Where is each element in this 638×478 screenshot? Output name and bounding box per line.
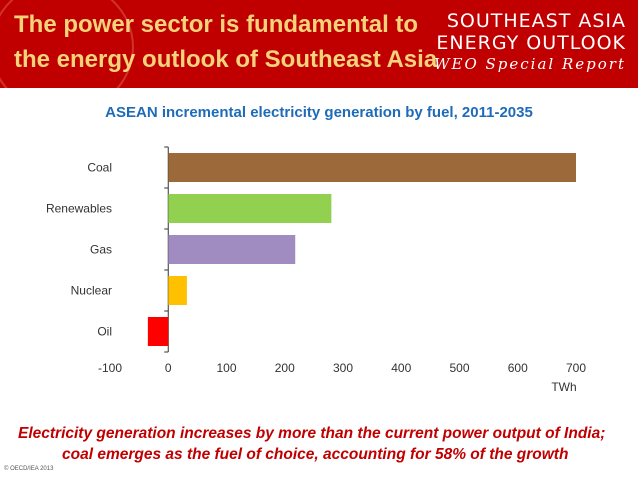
logo-line-3: WEO Special Report: [434, 55, 626, 73]
x-tick-label: 300: [333, 361, 353, 375]
x-tick-label: 500: [449, 361, 469, 375]
globe-graphic: [0, 0, 134, 88]
caption-line-1: Electricity generation increases by more…: [18, 425, 606, 442]
bar-chart: Coal Renewables Gas Nuclear Oil -100 0 100 200 30…: [46, 146, 586, 394]
x-tick-label: 200: [275, 361, 295, 375]
x-tick-label: 700: [566, 361, 586, 375]
report-logo: SOUTHEAST ASIA ENERGY OUTLOOK WEO Specia…: [434, 10, 626, 74]
x-tick-label: 0: [165, 361, 172, 375]
category-label: Nuclear: [71, 284, 112, 298]
slide-caption: Electricity generation increases by more…: [18, 423, 628, 465]
category-label: Coal: [87, 161, 112, 175]
logo-line-1: SOUTHEAST ASIA: [446, 10, 626, 32]
x-axis-label: TWh: [551, 380, 576, 394]
category-label: Oil: [97, 325, 112, 339]
bar-nuclear: [168, 276, 187, 305]
slide-title-line-2: the energy outlook of Southeast Asia: [14, 46, 438, 73]
slide-title: The power sector is fundamental to the e…: [14, 7, 454, 77]
bar-oil: [147, 317, 169, 346]
category-label: Gas: [90, 243, 112, 257]
logo-line-2: ENERGY OUTLOOK: [436, 32, 626, 54]
caption-line-2: coal emerges as the fuel of choice, acco…: [62, 446, 569, 463]
x-tick-label: 600: [508, 361, 528, 375]
chart-title: ASEAN incremental electricity generation…: [105, 104, 533, 121]
category-label: Renewables: [46, 202, 112, 216]
bar-gas: [168, 235, 296, 264]
x-tick-label: 100: [216, 361, 236, 375]
slide-title-line-1: The power sector is fundamental to: [14, 11, 419, 38]
bar-renewables: [168, 194, 332, 223]
header-banner: The power sector is fundamental to the e…: [0, 0, 638, 88]
copyright-note: © OECD/IEA 2013: [4, 466, 54, 472]
x-tick-label: 400: [391, 361, 411, 375]
bar-coal: [168, 153, 576, 182]
x-tick-label: -100: [98, 361, 122, 375]
